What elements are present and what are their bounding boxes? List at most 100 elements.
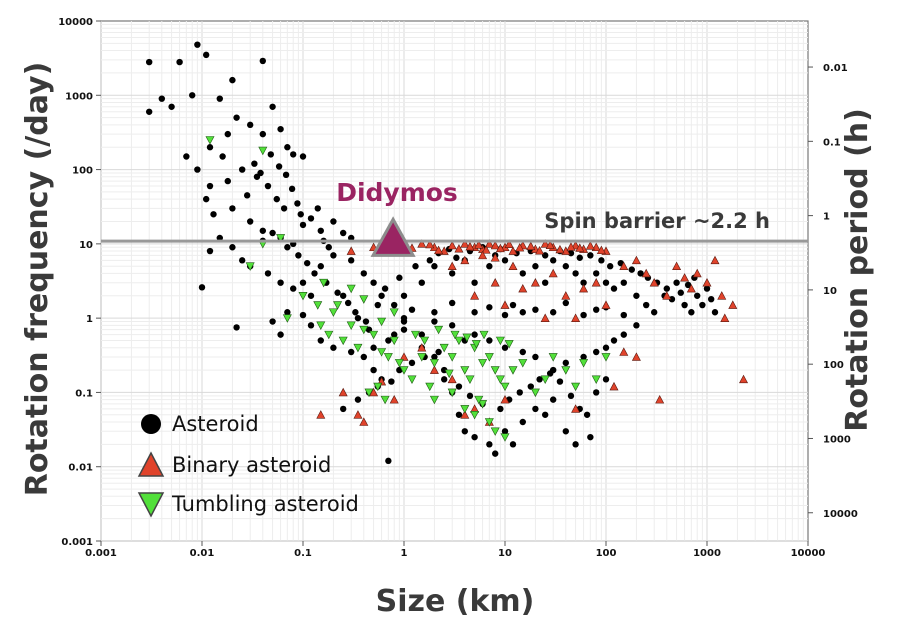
asteroid-point xyxy=(587,433,594,441)
legend-binary-marker xyxy=(137,451,165,477)
binary-asteroid-point xyxy=(447,240,457,250)
asteroid-point xyxy=(299,311,307,319)
asteroid-point xyxy=(259,130,267,138)
asteroid-point xyxy=(374,301,381,309)
asteroid-point xyxy=(189,92,196,99)
asteroid-point xyxy=(145,108,153,115)
asteroid-point xyxy=(663,285,671,292)
binary-asteroid-point xyxy=(338,387,348,397)
asteroid-point xyxy=(707,295,715,303)
asteroid-point xyxy=(567,392,575,400)
asteroid-point xyxy=(246,218,254,225)
asteroid-point xyxy=(251,160,258,167)
tumbling-asteroid-point xyxy=(407,375,417,384)
asteroid-point xyxy=(396,274,403,281)
y-tick-label: 0.1 xyxy=(75,388,93,399)
legend-asteroid-label: Asteroid xyxy=(172,412,259,436)
x-axis-ticks: 0.001 0.01 0.1 1 10 100 1000 10000 xyxy=(85,541,825,559)
asteroid-point xyxy=(633,292,640,299)
asteroid-point xyxy=(229,205,236,212)
asteroid-point xyxy=(243,192,251,199)
binary-asteroid-point xyxy=(470,291,480,300)
tumbling-asteroid-point xyxy=(479,330,489,340)
legend-binary-label: Binary asteroid xyxy=(172,453,331,477)
asteroid-point xyxy=(264,270,272,277)
tumbling-asteroid-point xyxy=(420,336,430,346)
tumbling-asteroid-point xyxy=(383,353,393,362)
asteroid-point xyxy=(344,299,352,307)
asteroid-point xyxy=(224,177,231,185)
asteroid-point xyxy=(549,396,557,403)
asteroid-point xyxy=(299,221,307,229)
asteroid-point xyxy=(299,279,307,286)
asteroid-point xyxy=(259,227,267,234)
asteroid-point xyxy=(699,301,706,309)
tumbling-asteroid-point xyxy=(282,314,292,323)
binary-asteroid-point xyxy=(686,283,696,293)
asteroid-point xyxy=(294,200,301,207)
right-axis-ticks: 0.01 0.1 1 10 100 1000 10000 xyxy=(808,63,858,520)
asteroid-point xyxy=(642,301,650,309)
asteroid-point xyxy=(176,58,183,66)
asteroid-point xyxy=(330,252,337,259)
asteroid-point xyxy=(541,279,549,286)
binary-asteroid-point xyxy=(447,261,457,271)
binary-asteroid-point xyxy=(515,242,525,252)
asteroid-point xyxy=(455,411,463,418)
asteroid-point xyxy=(486,441,493,448)
asteroid-point xyxy=(339,229,347,237)
asteroid-point xyxy=(501,428,509,435)
spin-barrier-label: Spin barrier ~2.2 h xyxy=(544,209,770,233)
asteroid-point xyxy=(290,285,297,292)
tumbling-asteroid-point xyxy=(591,375,601,384)
asteroid-point xyxy=(486,263,493,270)
binary-asteroid-point xyxy=(417,343,427,352)
didymos-marker xyxy=(370,216,416,257)
asteroid-point xyxy=(668,295,676,303)
asteroid-point xyxy=(431,263,438,270)
asteroid-point xyxy=(572,441,579,448)
asteroid-point xyxy=(206,247,214,255)
tumbling-asteroid-point xyxy=(548,353,558,362)
asteroid-point xyxy=(354,314,362,322)
asteroid-point xyxy=(549,257,557,264)
asteroid-point xyxy=(532,306,539,313)
asteroid-point xyxy=(572,270,579,277)
asteroid-point xyxy=(602,279,610,286)
tumbling-asteroid-point xyxy=(353,343,363,353)
binary-asteroid-point xyxy=(526,241,536,250)
y-tick-label: 1 xyxy=(86,314,93,325)
tumbling-asteroid-point xyxy=(439,343,449,353)
binary-asteroid-point xyxy=(601,300,611,309)
tumbling-asteroid-point xyxy=(495,336,505,346)
asteroid-point xyxy=(431,353,438,361)
tumbling-asteroid-point xyxy=(447,353,457,362)
asteroid-point xyxy=(229,244,236,251)
asteroid-point xyxy=(388,378,395,385)
binary-asteroid-point xyxy=(692,268,702,278)
x-tick-label: 10 xyxy=(498,548,512,559)
plot-frame xyxy=(100,20,809,542)
asteroid-point xyxy=(593,389,600,396)
binary-asteroid-point xyxy=(585,241,595,250)
asteroid-point xyxy=(233,324,240,331)
asteroid-point xyxy=(238,257,246,264)
binary-asteroid-point xyxy=(540,239,550,248)
binary-asteroid-point xyxy=(465,241,475,251)
asteroid-point xyxy=(257,169,264,177)
binary-asteroid-point xyxy=(530,278,540,287)
binary-asteroid-point xyxy=(720,313,730,322)
binary-asteroid-point xyxy=(504,239,514,248)
tumbling-asteroid-point xyxy=(319,278,329,288)
asteroid-point xyxy=(412,263,419,270)
tumbling-asteroid-point xyxy=(478,400,488,409)
legend-asteroid-marker xyxy=(141,414,161,434)
binary-asteroid-point xyxy=(672,261,682,271)
asteroid-point xyxy=(339,405,347,413)
tumbling-asteroid-point xyxy=(447,388,457,398)
asteroid-point xyxy=(334,289,341,296)
binary-asteroid-point xyxy=(346,246,356,255)
asteroid-point xyxy=(378,292,385,299)
asteroid-point xyxy=(269,229,276,237)
asteroid-point xyxy=(602,344,610,351)
